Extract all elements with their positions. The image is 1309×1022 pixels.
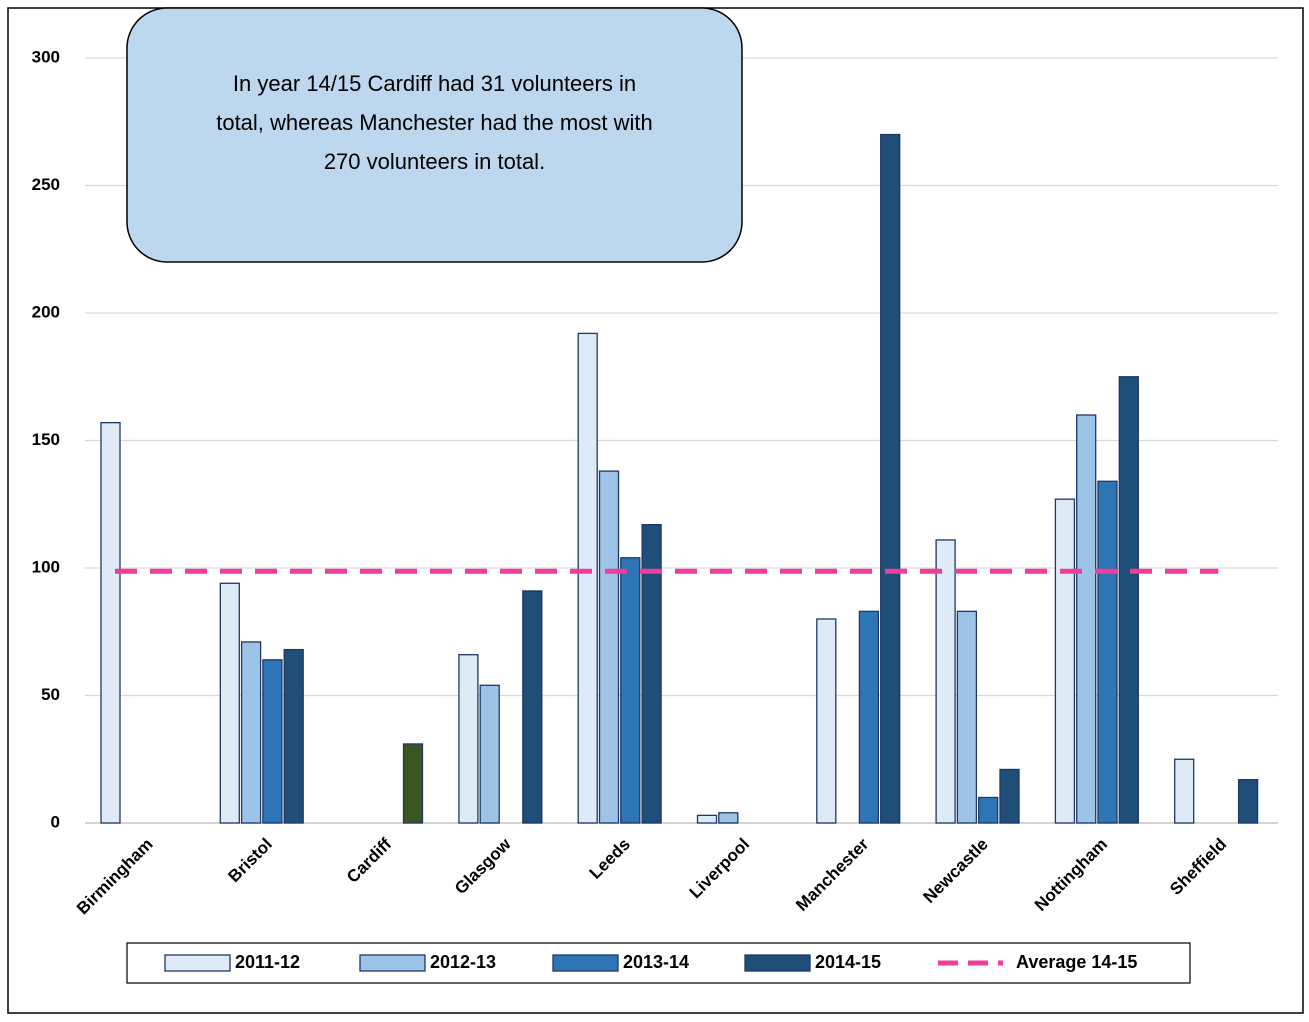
bar [219, 582, 240, 824]
bar [598, 470, 620, 824]
bar [696, 814, 718, 824]
bar [620, 557, 641, 824]
bar [641, 524, 662, 824]
bar [240, 641, 262, 824]
bar [1237, 779, 1259, 824]
bar [262, 659, 283, 824]
callout-text: total, whereas Manchester had the most w… [216, 110, 653, 135]
legend-label: Average 14-15 [1016, 952, 1137, 972]
y-tick-label: 0 [51, 812, 60, 831]
bar [577, 332, 598, 824]
legend-swatch [744, 954, 811, 972]
bar [956, 610, 978, 824]
y-tick-label: 100 [32, 557, 60, 576]
y-tick-label: 300 [32, 47, 60, 66]
legend-swatch [164, 954, 231, 972]
callout-text: In year 14/15 Cardiff had 31 volunteers … [233, 71, 636, 96]
callout-box [126, 7, 743, 263]
bar [1054, 498, 1076, 824]
legend-swatch [359, 954, 426, 972]
y-tick-label: 200 [32, 302, 60, 321]
bar [479, 684, 500, 824]
callout: In year 14/15 Cardiff had 31 volunteers … [126, 7, 743, 263]
bar [1097, 480, 1118, 824]
legend-label: 2012-13 [430, 952, 496, 972]
bar [880, 133, 901, 824]
y-tick-label: 50 [41, 685, 60, 704]
bar [858, 610, 880, 824]
bar [718, 812, 739, 824]
bar [999, 768, 1020, 824]
bar [522, 590, 543, 824]
legend-box [126, 942, 1191, 984]
bar [283, 648, 304, 824]
bar [978, 796, 999, 824]
bar [1118, 376, 1139, 824]
legend-label: 2013-14 [623, 952, 689, 972]
callout-text: 270 volunteers in total. [324, 149, 545, 174]
y-tick-label: 250 [32, 175, 60, 194]
bar [402, 743, 424, 824]
bar [458, 654, 479, 824]
bar [1076, 414, 1097, 824]
legend-label: 2011-12 [235, 952, 300, 972]
y-tick-label: 150 [32, 430, 60, 449]
bar [1174, 758, 1195, 824]
bar [935, 539, 956, 824]
bar [100, 421, 121, 824]
legend-swatch [552, 954, 619, 972]
bar [816, 618, 837, 824]
legend-label: 2014-15 [815, 952, 881, 972]
legend: 2011-12 2012-13 2013-14 2014-15 Average 14-1… [126, 942, 1191, 984]
